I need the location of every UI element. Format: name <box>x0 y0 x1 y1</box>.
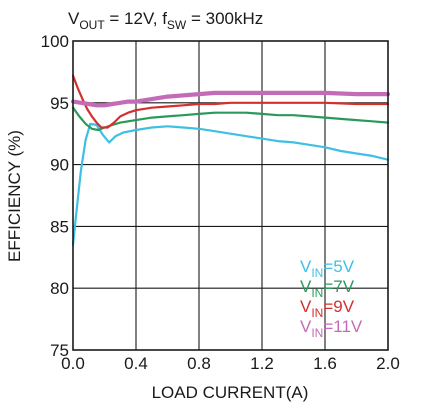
x-tick-label: 1.6 <box>313 354 337 373</box>
series-line-3 <box>71 74 390 129</box>
chart-title: VOUT = 12V, fSW = 300kHz <box>68 9 263 32</box>
legend-item-3: VIN=9V <box>300 297 355 320</box>
legend-item-1: VIN=5V <box>300 257 355 280</box>
series-line-2 <box>71 106 390 132</box>
y-tick-label: 80 <box>50 279 69 298</box>
x-tick-label: 0.4 <box>124 354 148 373</box>
x-tick-label: 2.0 <box>376 354 400 373</box>
series-line-4 <box>70 90 391 108</box>
x-tick-label: 1.2 <box>250 354 274 373</box>
plot-frame <box>72 40 389 351</box>
x-tick-label: 0.8 <box>187 354 211 373</box>
legend-item-4: VIN=11V <box>300 317 363 340</box>
legend-item-2: VIN=7V <box>300 277 355 300</box>
x-tick-label: 0.0 <box>61 354 85 373</box>
y-tick-labels: 75 80 85 90 95 100 <box>41 32 69 360</box>
x-axis-title: LOAD CURRENT(A) <box>152 383 309 402</box>
series-lines <box>70 74 391 246</box>
series-line-1 <box>71 122 390 246</box>
y-axis-title: EFFICIENCY (%) <box>5 130 24 262</box>
x-tick-labels: 0.0 0.4 0.8 1.2 1.6 2.0 <box>61 354 400 373</box>
y-tick-label: 100 <box>41 32 69 51</box>
y-tick-label: 75 <box>50 341 69 360</box>
y-tick-label: 85 <box>50 217 69 236</box>
y-tick-label: 95 <box>50 94 69 113</box>
y-tick-label: 90 <box>50 156 69 175</box>
